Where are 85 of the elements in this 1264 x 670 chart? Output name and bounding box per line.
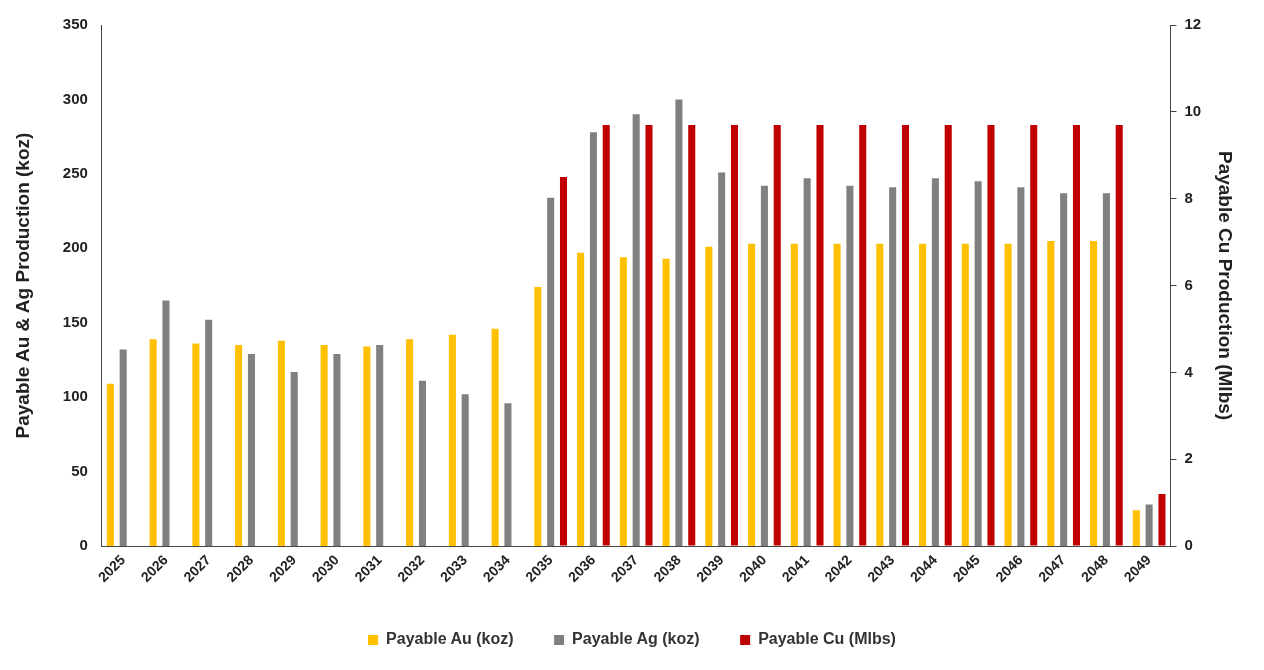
legend-label: Payable Au (koz) <box>386 630 514 648</box>
bar <box>205 319 213 547</box>
bar <box>106 383 114 547</box>
bar <box>773 124 781 546</box>
bar <box>602 124 610 546</box>
y-tick-label: 300 <box>62 89 88 107</box>
bar <box>931 178 939 547</box>
bar <box>376 345 384 547</box>
bar <box>491 328 499 547</box>
bar <box>534 287 542 547</box>
bar <box>974 181 982 547</box>
y-tick-label: 350 <box>62 15 88 33</box>
bar <box>363 346 371 547</box>
bar <box>748 243 756 547</box>
y-tick-label: 0 <box>79 536 88 554</box>
y2-axis-title: Payable Cu Production (Mlbs) <box>1215 150 1237 421</box>
bar <box>816 124 824 546</box>
bar <box>547 197 555 547</box>
bar <box>889 187 897 547</box>
bar <box>1132 510 1140 547</box>
bar <box>1017 187 1025 547</box>
bar <box>790 243 798 547</box>
bar <box>1030 124 1038 546</box>
bar <box>162 300 170 547</box>
bar <box>192 343 200 547</box>
legend-label: Payable Cu (Mlbs) <box>758 630 896 648</box>
legend-label: Payable Ag (koz) <box>572 630 700 648</box>
bar <box>290 371 298 547</box>
y2-tick-label: 0 <box>1184 536 1193 554</box>
bar <box>1047 240 1055 547</box>
bar <box>1102 193 1110 547</box>
y2-tick-label: 4 <box>1184 362 1194 380</box>
bar <box>333 354 341 547</box>
bar <box>760 185 768 547</box>
bar <box>730 124 739 546</box>
y-tick-label: 150 <box>62 312 88 330</box>
bar <box>919 243 927 547</box>
bar <box>418 380 426 547</box>
y-axis-title: Payable Au & Ag Production (koz) <box>11 132 33 439</box>
bar <box>448 334 456 547</box>
bar <box>846 185 854 547</box>
bar <box>1090 240 1098 547</box>
y2-tick-label: 8 <box>1184 188 1193 206</box>
y2-tick-label: 12 <box>1184 15 1202 33</box>
y2-tick-label: 10 <box>1184 101 1202 119</box>
y-tick-label: 100 <box>62 387 88 405</box>
bar <box>406 339 414 547</box>
y2-tick-label: 2 <box>1184 449 1193 467</box>
bar <box>987 124 995 546</box>
y-tick-label: 200 <box>62 238 88 256</box>
y-tick-label: 50 <box>71 461 88 479</box>
bar <box>1145 504 1153 547</box>
bar <box>705 246 713 547</box>
bar <box>1060 193 1068 547</box>
bar <box>1158 493 1166 546</box>
bar <box>859 124 867 546</box>
bar <box>461 394 469 547</box>
bar <box>961 243 969 547</box>
bar <box>320 345 328 547</box>
bar <box>277 340 285 547</box>
bar <box>688 124 696 546</box>
y-tick-label: 250 <box>62 164 88 182</box>
bar <box>675 99 683 547</box>
bar <box>619 257 627 547</box>
bar <box>803 178 811 547</box>
bar <box>1115 124 1123 546</box>
bar <box>662 258 670 547</box>
bar <box>235 345 243 547</box>
bar <box>247 354 255 547</box>
bar <box>876 243 884 547</box>
bar <box>589 132 597 547</box>
bar <box>1072 124 1080 546</box>
bar <box>1004 243 1012 547</box>
bar <box>119 349 127 547</box>
bar <box>718 172 726 547</box>
y2-tick-label: 6 <box>1184 275 1193 293</box>
bar <box>559 176 568 546</box>
bar <box>944 124 952 546</box>
bar <box>833 243 841 547</box>
bar <box>645 124 653 546</box>
bar <box>577 252 585 547</box>
bar <box>632 114 640 547</box>
bar <box>901 124 910 546</box>
bar <box>149 339 157 547</box>
bar <box>504 403 512 547</box>
